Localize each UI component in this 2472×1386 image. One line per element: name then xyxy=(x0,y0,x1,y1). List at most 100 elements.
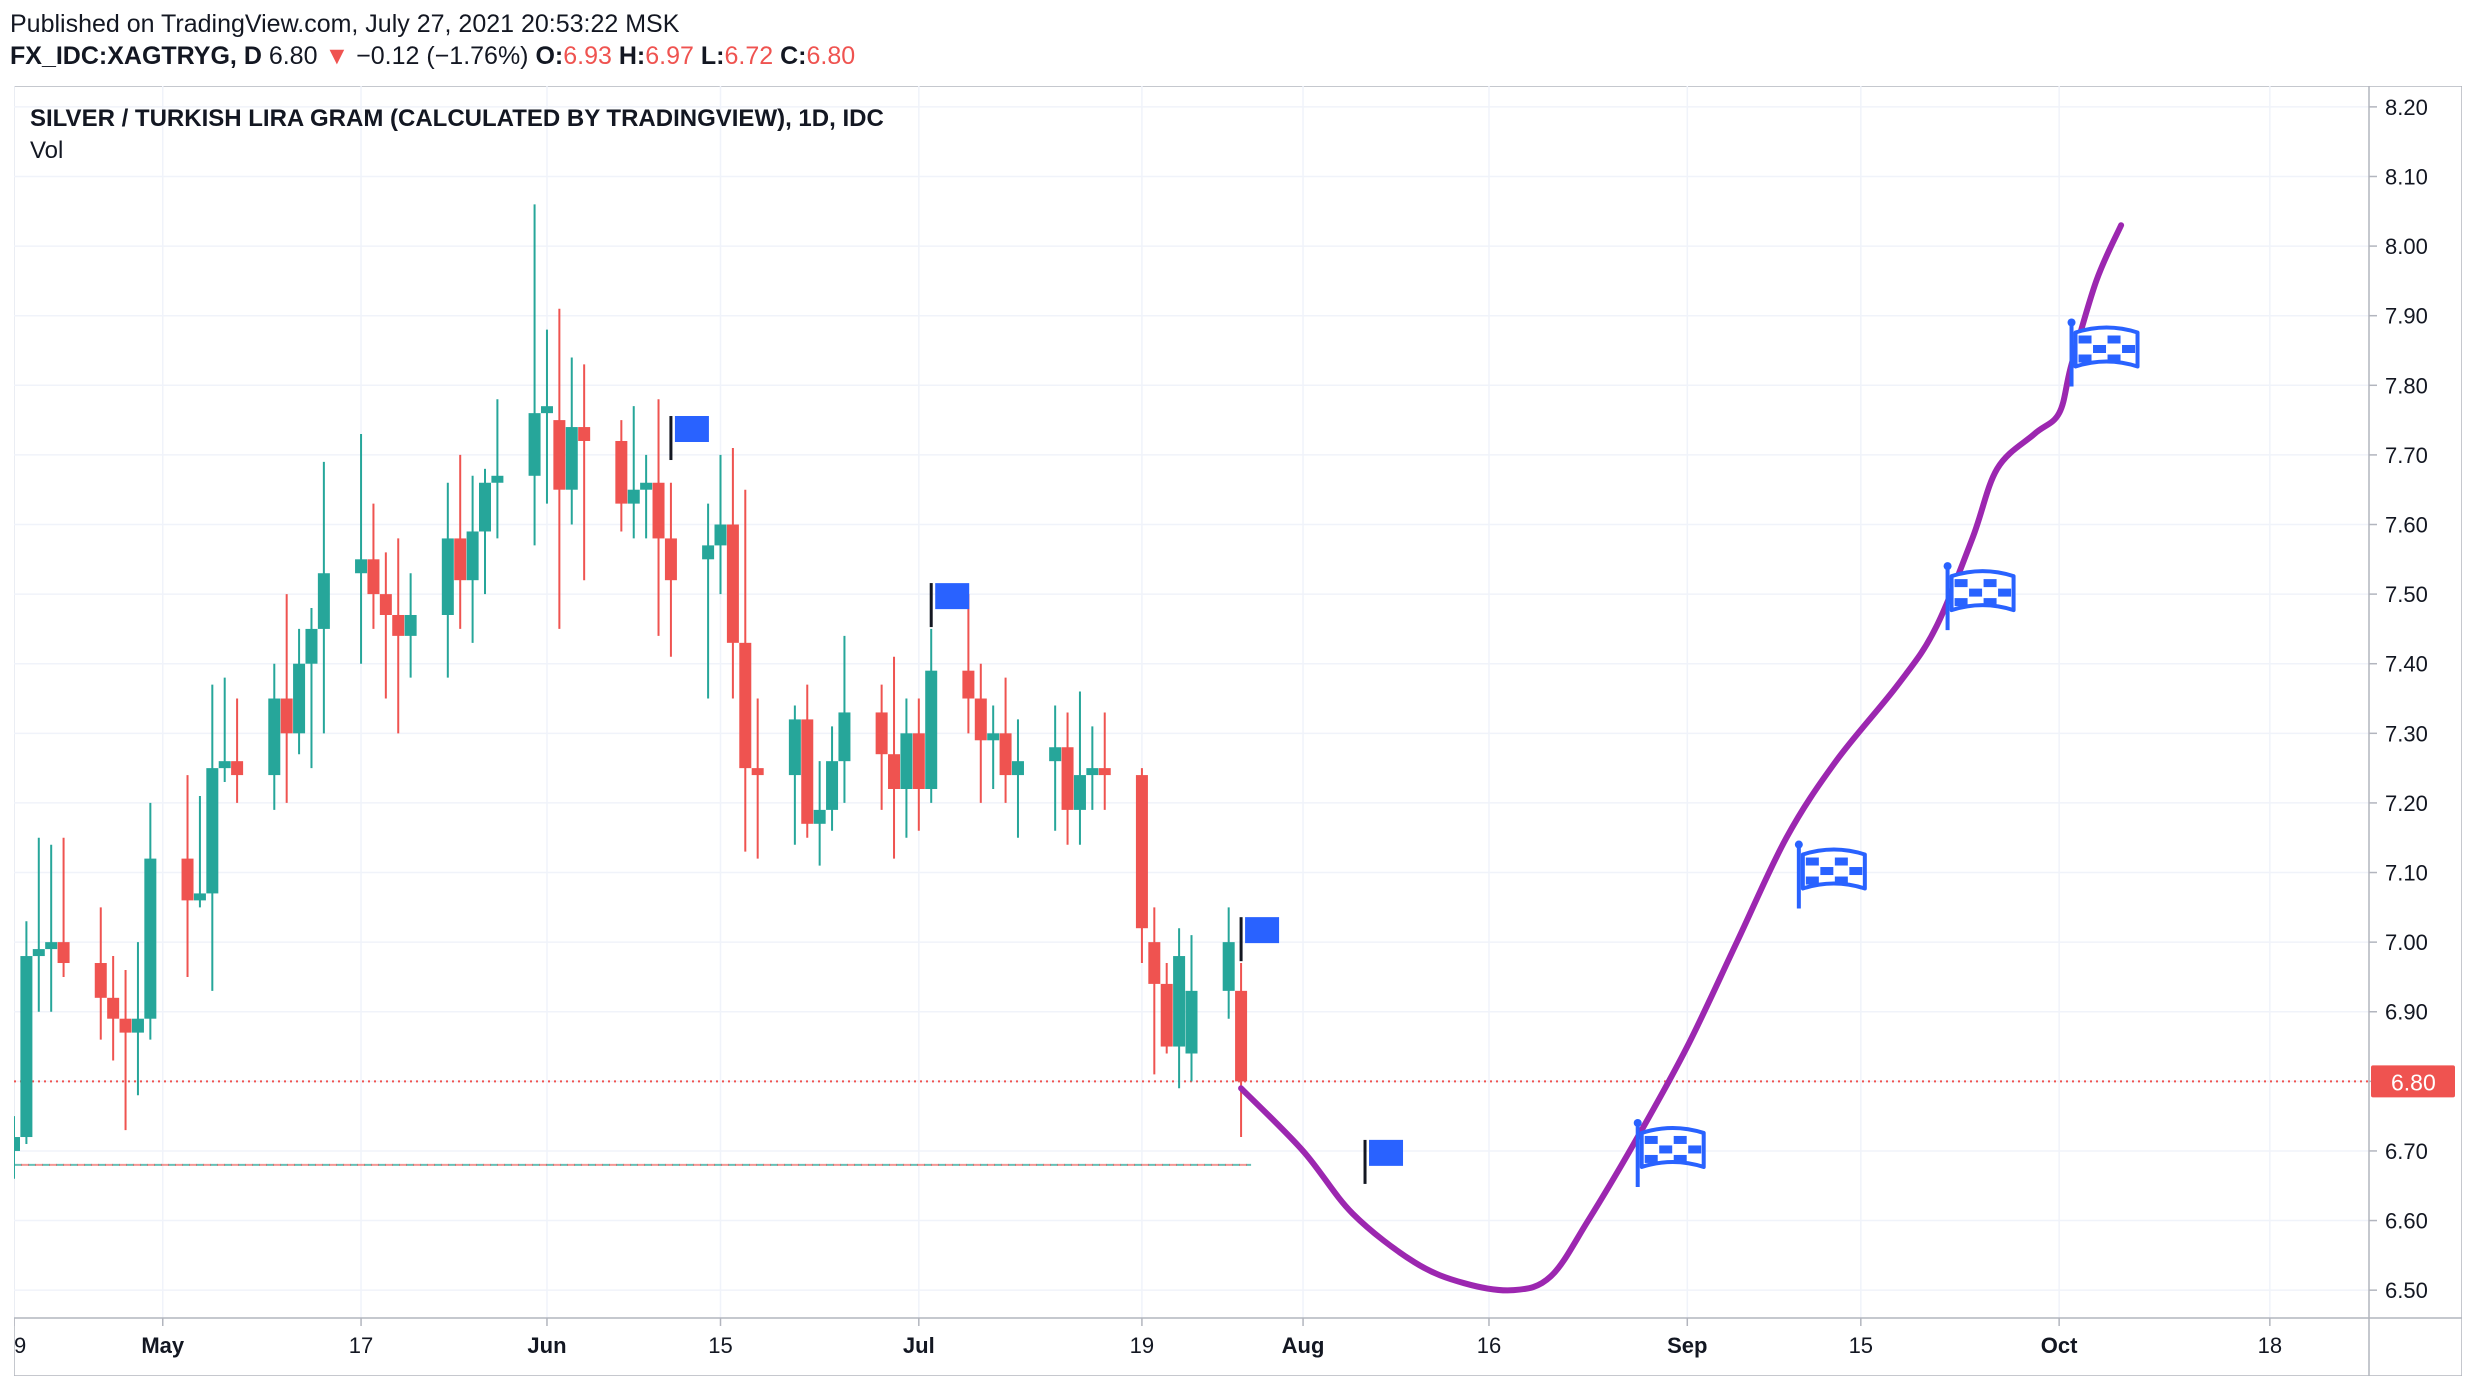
candle-body xyxy=(999,733,1012,776)
price-tick-label: 7.00 xyxy=(2385,930,2428,955)
price-tick-label: 8.20 xyxy=(2385,95,2428,120)
candle xyxy=(280,594,293,803)
time-tick-label: 16 xyxy=(1477,1333,1501,1358)
candle xyxy=(875,684,888,810)
checkered-flag-square xyxy=(1954,579,1968,588)
checkered-flag-square xyxy=(1805,876,1819,885)
candle-body xyxy=(293,663,306,734)
candle xyxy=(454,454,467,629)
candle-body xyxy=(987,733,1000,741)
change-value: −0.12 (−1.76%) xyxy=(356,42,529,70)
candle-body xyxy=(1135,775,1148,929)
candle xyxy=(999,677,1012,803)
open-label: O: xyxy=(535,42,564,70)
candle-body xyxy=(218,761,231,769)
candle xyxy=(553,308,566,629)
candle-body xyxy=(1086,768,1099,776)
candle xyxy=(441,482,454,678)
candle xyxy=(131,942,144,1096)
candle xyxy=(751,698,764,859)
candle-body xyxy=(206,768,219,894)
candle-body xyxy=(305,628,318,664)
price-tick-label: 7.80 xyxy=(2385,373,2428,398)
candle-body xyxy=(57,942,70,964)
candle xyxy=(119,969,132,1131)
candle-body xyxy=(925,670,938,790)
candle-body xyxy=(751,768,764,776)
candle-body xyxy=(280,698,293,734)
price-tick-label: 8.10 xyxy=(2385,164,2428,189)
flag-cloth xyxy=(935,583,970,610)
checkered-flag-square xyxy=(2122,344,2136,353)
checkered-flag-square xyxy=(1983,579,1997,588)
projection-path[interactable] xyxy=(1238,222,2125,1294)
candle xyxy=(578,364,591,581)
candle-body xyxy=(702,545,715,560)
candle-body xyxy=(553,420,566,490)
candle xyxy=(565,357,578,525)
candle xyxy=(355,434,368,664)
price-tick-label: 7.20 xyxy=(2385,791,2428,816)
candle xyxy=(640,454,653,539)
candle xyxy=(1049,705,1062,831)
candle-body xyxy=(491,475,504,483)
candle-body xyxy=(1098,768,1111,776)
candle xyxy=(206,684,219,991)
price-tick-label: 6.60 xyxy=(2385,1209,2428,1234)
candle xyxy=(491,399,504,539)
candle xyxy=(1098,712,1111,810)
price-tick-label: 7.90 xyxy=(2385,304,2428,329)
candle xyxy=(14,1116,20,1179)
checkered-flag-square xyxy=(1834,876,1848,885)
candle-body xyxy=(466,531,479,581)
candle-body xyxy=(1173,956,1186,1047)
candle-body xyxy=(119,1018,132,1033)
checkered-flag-square xyxy=(2107,335,2121,344)
checkered-flag-square xyxy=(1673,1154,1687,1163)
candle xyxy=(305,608,318,769)
price-tick-label: 7.60 xyxy=(2385,513,2428,538)
candle-body xyxy=(379,594,392,615)
candle xyxy=(231,698,244,803)
candle xyxy=(479,468,491,595)
candle xyxy=(974,663,987,803)
candle-body xyxy=(664,538,677,581)
candle xyxy=(838,635,851,803)
volume-indicator-label[interactable]: Vol xyxy=(30,137,63,164)
candle-body xyxy=(801,719,814,824)
candle-body xyxy=(479,482,491,532)
time-tick-label: 15 xyxy=(708,1333,732,1358)
candle xyxy=(379,552,392,699)
time-axis[interactable]: 19 May 17 Jun 15 Jul 19 Aug 16 Sep 15 Oct 18 xyxy=(14,1318,2282,1358)
candle xyxy=(615,420,628,532)
candle-body xyxy=(528,413,541,476)
price-tick-label: 6.90 xyxy=(2385,1000,2428,1025)
checkered-flag-square xyxy=(2078,335,2092,344)
candle-body xyxy=(1160,983,1173,1047)
last-price: 6.80 xyxy=(268,42,318,70)
checkered-flag-square xyxy=(1983,598,1997,607)
candle-body xyxy=(640,482,653,490)
high-value: 6.97 xyxy=(645,42,694,70)
candle xyxy=(466,475,479,643)
symbol-label: FX_IDC:XAGTRYG, D xyxy=(10,42,262,70)
checkered-flag-square xyxy=(1998,588,2012,597)
time-tick-label: 15 xyxy=(1849,1333,1873,1358)
low-value: 6.72 xyxy=(724,42,774,70)
flag-icon xyxy=(1239,917,1280,962)
candle-body xyxy=(454,538,467,581)
candle xyxy=(1086,726,1099,810)
candle-body xyxy=(1049,747,1062,762)
candle xyxy=(813,761,826,866)
candle xyxy=(900,698,913,838)
checkered-flag-square xyxy=(1659,1145,1673,1154)
candle xyxy=(1061,712,1074,845)
candle xyxy=(193,795,206,908)
close-label: C: xyxy=(780,42,807,70)
candle-body xyxy=(45,942,58,950)
candle xyxy=(664,482,677,657)
checkered-flag-icon xyxy=(1794,840,1867,909)
time-tick-label: Sep xyxy=(1667,1333,1707,1358)
flag-icon xyxy=(669,416,709,461)
price-chart[interactable]: 8.20 8.10 8.00 7.90 7.80 7.70 7.60 7.50 7.40 7.30… xyxy=(14,86,2462,1376)
